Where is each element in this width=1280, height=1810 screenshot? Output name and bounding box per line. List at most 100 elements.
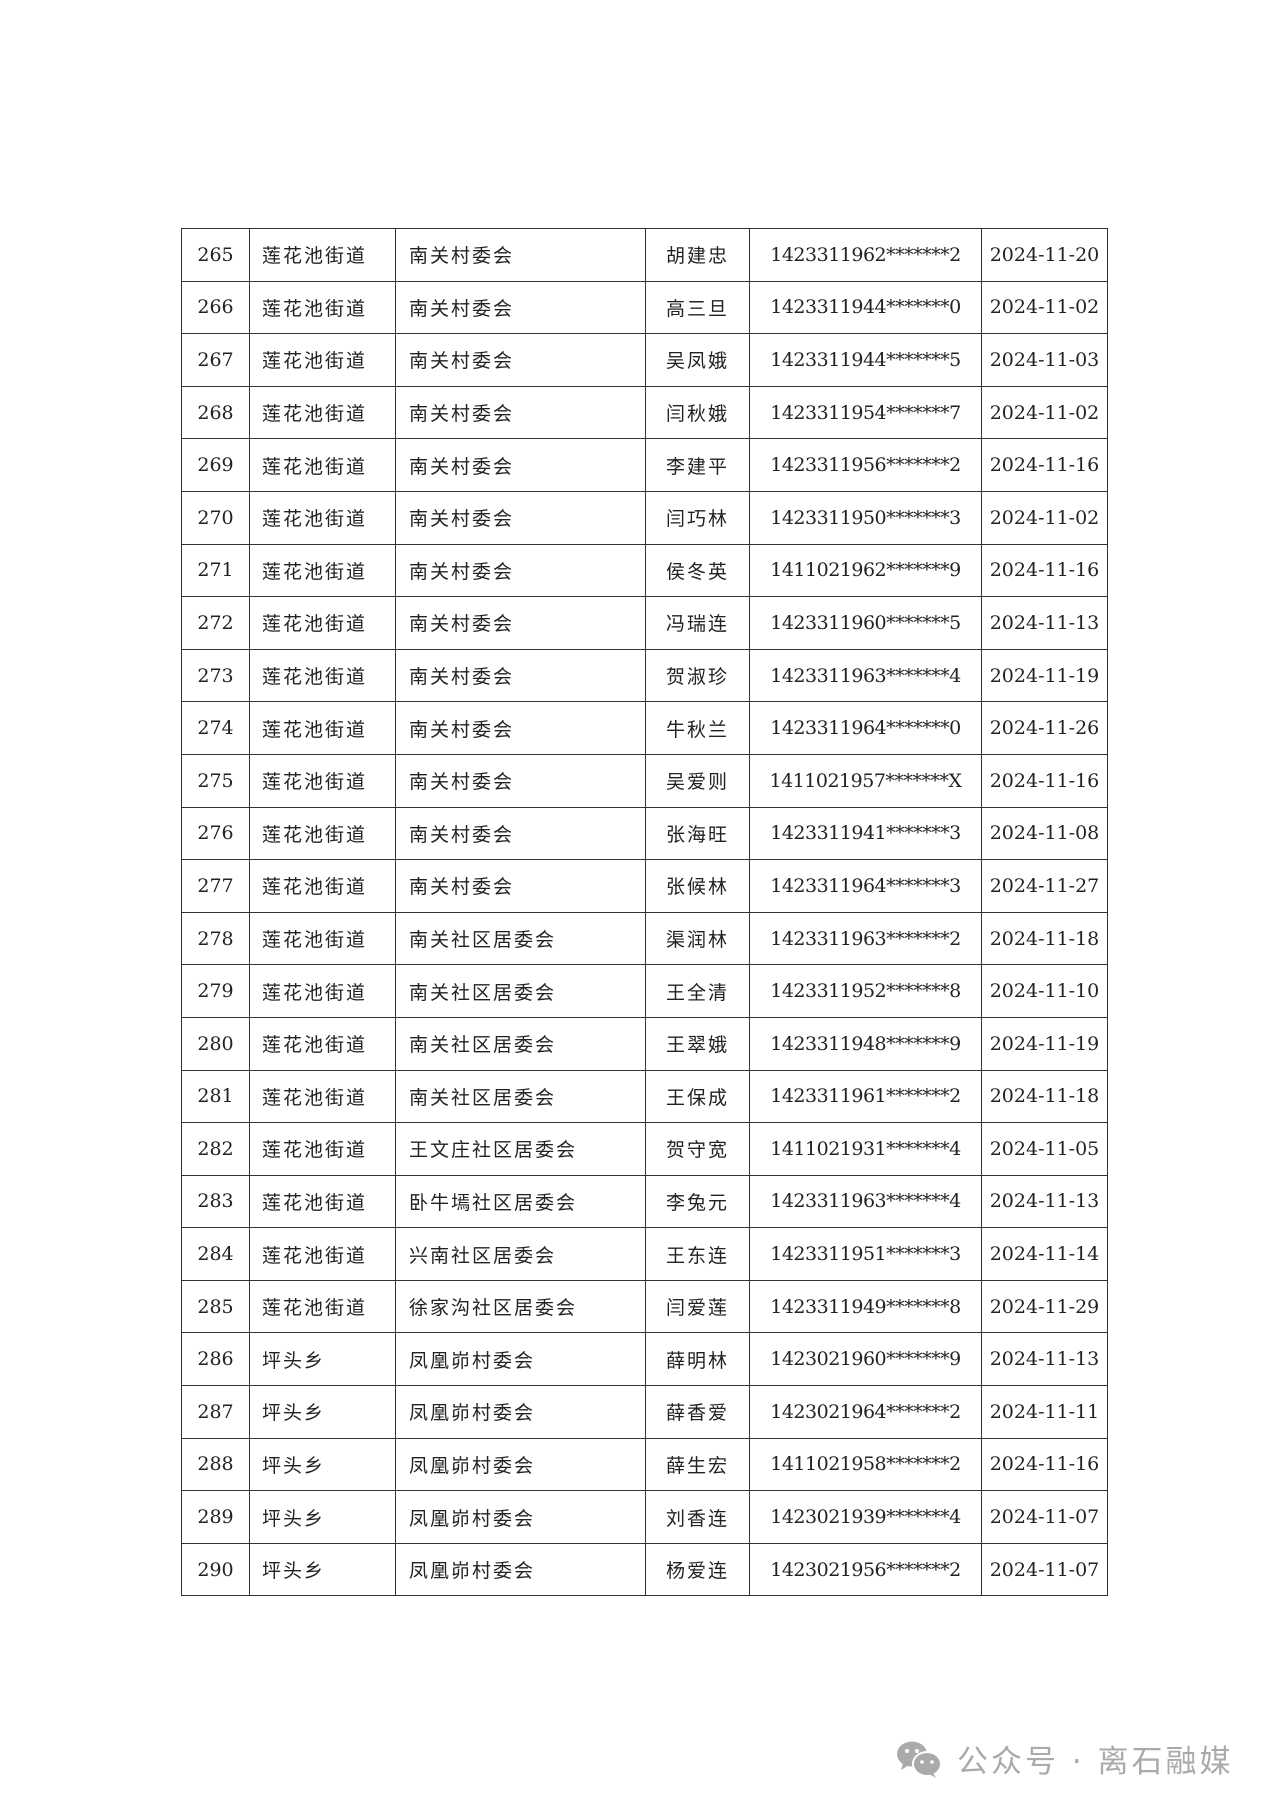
date-cell: 2024-11-20 [981,228,1108,282]
date-cell: 2024-11-03 [981,333,1108,387]
records-table: 265 莲花池街道 南关村委会 胡建忠 1423311962*******2 2024-1… [181,228,1108,1597]
row-number-cell: 283 [181,1174,250,1229]
committee-cell: 凤凰峁村委会 [395,1332,646,1387]
row-number-cell: 280 [181,1016,250,1071]
table-row: 273 莲花池街道 南关村委会 贺淑珍 1423311963*******4 2024-1… [181,648,1108,703]
date-cell: 2024-11-16 [981,543,1108,598]
date-cell: 2024-11-02 [981,385,1108,440]
committee-cell: 南关村委会 [395,333,646,387]
committee-cell: 南关村委会 [395,806,646,861]
row-number-cell: 276 [181,806,250,861]
township-cell: 莲花池街道 [249,1122,396,1176]
id-number-cell: 1423311954*******7 [749,385,982,440]
date-cell: 2024-11-13 [981,1174,1108,1229]
id-number-cell: 1423311962*******2 [749,228,982,282]
township-cell: 莲花池街道 [249,228,396,282]
person-name-cell: 薛生宏 [645,1437,750,1492]
id-number-cell: 1423311944*******5 [749,333,982,387]
person-name-cell: 闫秋娥 [645,385,750,440]
person-name-cell: 薛香爱 [645,1385,750,1439]
row-number-cell: 266 [181,280,250,335]
township-cell: 莲花池街道 [249,1227,396,1281]
township-cell: 坪头乡 [249,1490,396,1544]
table-row: 288 坪头乡 凤凰峁村委会 薛生宏 1411021958*******2 2024-11… [181,1437,1108,1492]
table-row: 290 坪头乡 凤凰峁村委会 杨爱连 1423021956*******2 2024-11… [181,1542,1108,1597]
table-row: 267 莲花池街道 南关村委会 吴凤娥 1423311944*******5 2024-1… [181,333,1108,387]
township-cell: 坪头乡 [249,1332,396,1387]
id-number-cell: 1411021962*******9 [749,543,982,598]
id-number-cell: 1423311956*******2 [749,438,982,492]
person-name-cell: 吴爱则 [645,753,750,808]
township-cell: 莲花池街道 [249,333,396,387]
table-row: 280 莲花池街道 南关社区居委会 王翠娥 1423311948*******9 2024… [181,1016,1108,1071]
committee-cell: 南关村委会 [395,228,646,282]
table-row: 285 莲花池街道 徐家沟社区居委会 闫爱莲 1423311949*******8 202… [181,1279,1108,1334]
table-row: 269 莲花池街道 南关村委会 李建平 1423311956*******2 2024-1… [181,438,1108,492]
table-row: 272 莲花池街道 南关村委会 冯瑞连 1423311960*******5 2024-1… [181,596,1108,650]
person-name-cell: 冯瑞连 [645,596,750,650]
table-row: 274 莲花池街道 南关村委会 牛秋兰 1423311964*******0 2024-1… [181,701,1108,755]
committee-cell: 南关村委会 [395,596,646,650]
person-name-cell: 牛秋兰 [645,701,750,755]
date-cell: 2024-11-26 [981,701,1108,755]
township-cell: 莲花池街道 [249,964,396,1018]
id-number-cell: 1423311961*******2 [749,1069,982,1124]
date-cell: 2024-11-02 [981,490,1108,545]
date-cell: 2024-11-08 [981,806,1108,861]
table-row: 286 坪头乡 凤凰峁村委会 薛明林 1423021960*******9 2024-11… [181,1332,1108,1387]
person-name-cell: 贺淑珍 [645,648,750,703]
row-number-cell: 274 [181,701,250,755]
person-name-cell: 闫巧林 [645,490,750,545]
id-number-cell: 1423311944*******0 [749,280,982,335]
date-cell: 2024-11-19 [981,1016,1108,1071]
person-name-cell: 王东连 [645,1227,750,1281]
committee-cell: 南关村委会 [395,859,646,913]
date-cell: 2024-11-02 [981,280,1108,335]
committee-cell: 南关村委会 [395,753,646,808]
id-number-cell: 1423021956*******2 [749,1542,982,1597]
township-cell: 莲花池街道 [249,280,396,335]
row-number-cell: 281 [181,1069,250,1124]
row-number-cell: 286 [181,1332,250,1387]
row-number-cell: 290 [181,1542,250,1597]
person-name-cell: 吴凤娥 [645,333,750,387]
id-number-cell: 1423021964*******2 [749,1385,982,1439]
person-name-cell: 李兔元 [645,1174,750,1229]
township-cell: 莲花池街道 [249,1069,396,1124]
committee-cell: 徐家沟社区居委会 [395,1279,646,1334]
row-number-cell: 287 [181,1385,250,1439]
row-number-cell: 270 [181,490,250,545]
row-number-cell: 289 [181,1490,250,1544]
row-number-cell: 282 [181,1122,250,1176]
row-number-cell: 272 [181,596,250,650]
row-number-cell: 279 [181,964,250,1018]
table-row: 275 莲花池街道 南关村委会 吴爱则 1411021957*******X 2024-1… [181,753,1108,808]
table-row: 282 莲花池街道 王文庄社区居委会 贺守宽 1411021931*******4 202… [181,1122,1108,1176]
table-row: 278 莲花池街道 南关社区居委会 渠润林 1423311963*******2 2024… [181,911,1108,966]
id-number-cell: 1423311960*******5 [749,596,982,650]
table-row: 266 莲花池街道 南关村委会 高三旦 1423311944*******0 2024-1… [181,280,1108,335]
date-cell: 2024-11-07 [981,1490,1108,1544]
id-number-cell: 1411021931*******4 [749,1122,982,1176]
watermark-text: 公众号 · 离石融媒 [957,1744,1234,1780]
township-cell: 莲花池街道 [249,490,396,545]
township-cell: 坪头乡 [249,1437,396,1492]
committee-cell: 南关社区居委会 [395,1016,646,1071]
date-cell: 2024-11-14 [981,1227,1108,1281]
township-cell: 莲花池街道 [249,911,396,966]
township-cell: 莲花池街道 [249,701,396,755]
township-cell: 莲花池街道 [249,438,396,492]
person-name-cell: 李建平 [645,438,750,492]
date-cell: 2024-11-18 [981,911,1108,966]
table-row: 277 莲花池街道 南关村委会 张候林 1423311964*******3 2024-1… [181,859,1108,913]
person-name-cell: 王保成 [645,1069,750,1124]
committee-cell: 南关村委会 [395,701,646,755]
date-cell: 2024-11-16 [981,753,1108,808]
committee-cell: 南关村委会 [395,438,646,492]
person-name-cell: 渠润林 [645,911,750,966]
person-name-cell: 王翠娥 [645,1016,750,1071]
person-name-cell: 胡建忠 [645,228,750,282]
person-name-cell: 刘香连 [645,1490,750,1544]
wechat-icon [897,1741,942,1778]
person-name-cell: 侯冬英 [645,543,750,598]
